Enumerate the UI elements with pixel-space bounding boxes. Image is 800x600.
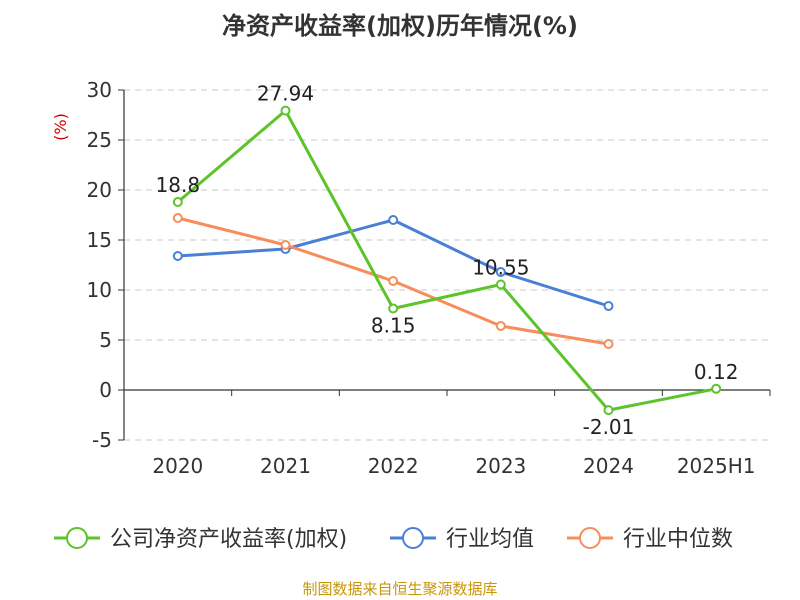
data-point xyxy=(280,240,291,250)
data-label: 0.12 xyxy=(694,360,739,384)
y-tick-label: 10 xyxy=(87,278,112,302)
y-tick-label: 30 xyxy=(87,78,112,102)
data-label: 27.94 xyxy=(257,82,314,106)
legend-marker xyxy=(66,527,88,549)
data-point xyxy=(172,251,183,261)
data-point xyxy=(603,339,614,349)
legend-label: 行业均值 xyxy=(446,527,534,552)
x-tick-label: 2023 xyxy=(475,454,526,478)
data-point xyxy=(172,197,183,207)
data-label: -2.01 xyxy=(583,415,635,439)
data-point xyxy=(603,301,614,311)
data-point xyxy=(711,383,722,394)
series-line xyxy=(176,109,717,412)
y-tick-label: 15 xyxy=(87,228,112,252)
legend-marker xyxy=(579,527,601,549)
x-tick-label: 2020 xyxy=(152,454,203,478)
data-point xyxy=(388,303,399,314)
x-tick-label: 2022 xyxy=(368,454,419,478)
x-tick-label: 2024 xyxy=(583,454,634,478)
legend: 公司净资产收益率(加权) 行业均值 行业中位数 xyxy=(54,527,733,552)
y-tick-label: 20 xyxy=(87,178,112,202)
y-axis-label: (%) xyxy=(51,113,70,141)
y-tick-label: 0 xyxy=(99,378,112,402)
data-point xyxy=(495,279,506,290)
grid-lines xyxy=(124,89,770,441)
data-labels: 18.8 27.94 8.15 10.55 -2.01 0.12 xyxy=(156,82,739,440)
data-point xyxy=(280,105,291,116)
data-point xyxy=(388,276,399,286)
y-tick-label: 25 xyxy=(87,128,112,152)
legend-label: 公司净资产收益率(加权) xyxy=(110,527,347,552)
data-label: 10.55 xyxy=(472,256,529,280)
plot-area xyxy=(172,105,722,416)
data-point xyxy=(388,215,399,225)
x-tick-label: 2025H1 xyxy=(677,454,756,478)
x-tick-label: 2021 xyxy=(260,454,311,478)
legend-label: 行业中位数 xyxy=(623,527,733,552)
data-point xyxy=(172,213,183,223)
data-point xyxy=(495,267,506,277)
data-label: 8.15 xyxy=(371,314,416,338)
data-label: 18.8 xyxy=(156,173,201,197)
legend-marker xyxy=(402,527,424,549)
chart-title: 净资产收益率(加权)历年情况(%) xyxy=(222,12,578,40)
y-axis: -5 0 5 10 15 20 25 30 xyxy=(87,78,125,452)
source-note: 制图数据来自恒生聚源数据库 xyxy=(302,580,497,598)
data-point xyxy=(603,405,614,416)
data-point xyxy=(495,321,506,331)
x-axis: 2020 2021 2022 2023 2024 2025H1 xyxy=(123,389,771,478)
y-tick-label: 5 xyxy=(99,328,112,352)
y-tick-label: -5 xyxy=(92,428,112,452)
